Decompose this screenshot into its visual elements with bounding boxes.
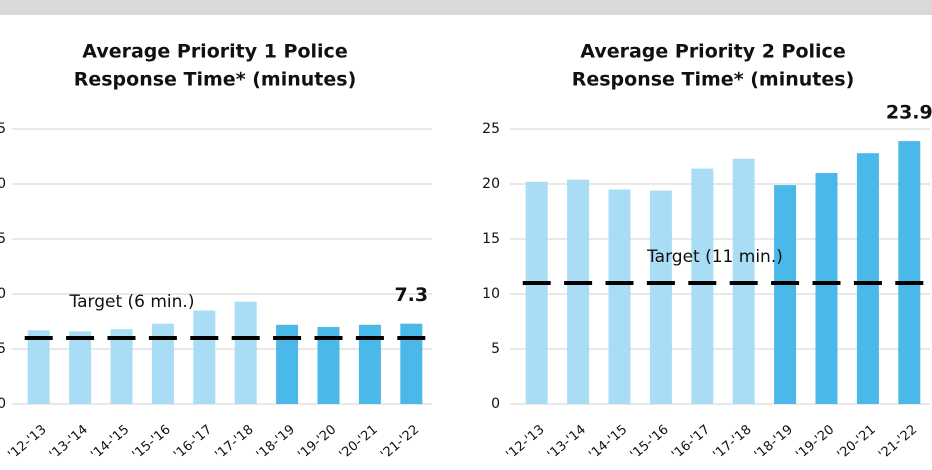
y-tick-label: 15 — [0, 231, 6, 247]
x-tick-label: '17-'18 — [710, 422, 754, 462]
bar — [608, 189, 631, 404]
value-label: 7.3 — [394, 284, 428, 306]
bar — [815, 173, 838, 404]
x-tick-label: '17-'18 — [212, 422, 256, 462]
bar — [358, 324, 381, 404]
x-tick-label: '19-'20 — [793, 422, 837, 462]
bar — [691, 168, 714, 404]
x-tick-label: '20-'21 — [337, 422, 381, 462]
x-tick-label: '13-'14 — [47, 422, 91, 462]
y-tick-label: 25 — [482, 121, 500, 137]
bar — [649, 190, 672, 404]
bar — [567, 179, 590, 404]
x-tick-label: '15-'16 — [628, 422, 672, 462]
x-tick-label: '18-'19 — [254, 422, 298, 462]
target-label: Target (6 min.) — [69, 292, 195, 312]
x-tick-label: '15-'16 — [130, 422, 174, 462]
x-tick-label: '18-'19 — [752, 422, 796, 462]
bar — [317, 327, 340, 404]
bar — [525, 181, 548, 404]
bar — [774, 185, 797, 404]
bar — [856, 153, 879, 404]
x-tick-label: '14-'15 — [88, 422, 132, 462]
x-tick-label: '19-'20 — [295, 422, 339, 462]
y-tick-label: 20 — [482, 176, 500, 192]
bar — [69, 331, 92, 404]
top-bar — [0, 0, 932, 15]
y-tick-label: 5 — [491, 341, 500, 357]
x-tick-label: '13-'14 — [545, 422, 589, 462]
y-tick-label: 5 — [0, 341, 6, 357]
bar — [193, 310, 216, 404]
x-tick-label: '14-'15 — [586, 422, 630, 462]
y-tick-label: 10 — [482, 286, 500, 302]
bar — [151, 323, 174, 404]
y-tick-label: 25 — [0, 121, 6, 137]
x-tick-label: '12-'13 — [5, 422, 49, 462]
value-label: 23.9 — [886, 102, 932, 124]
chart-title: Average Priority 2 Police — [580, 41, 845, 63]
x-tick-label: '12-'13 — [503, 422, 547, 462]
bar — [276, 324, 299, 404]
bar — [234, 301, 257, 404]
y-tick-label: 20 — [0, 176, 6, 192]
chart-title: Response Time* (minutes) — [572, 69, 855, 91]
target-label: Target (11 min.) — [646, 247, 783, 267]
bar — [898, 141, 921, 404]
x-tick-label: '16-'17 — [171, 422, 215, 462]
bar — [400, 323, 423, 404]
x-tick-label: '16-'17 — [669, 422, 713, 462]
y-tick-label: 0 — [491, 396, 500, 412]
chart-title: Average Priority 1 Police — [82, 41, 347, 63]
x-tick-label: '21-'22 — [876, 422, 920, 462]
bar — [27, 330, 50, 404]
y-tick-label: 10 — [0, 286, 6, 302]
y-tick-label: 15 — [482, 231, 500, 247]
x-tick-label: '20-'21 — [835, 422, 879, 462]
bar — [110, 329, 133, 404]
y-tick-label: 0 — [0, 396, 6, 412]
chart-title: Response Time* (minutes) — [74, 69, 357, 91]
x-tick-label: '21-'22 — [378, 422, 422, 462]
